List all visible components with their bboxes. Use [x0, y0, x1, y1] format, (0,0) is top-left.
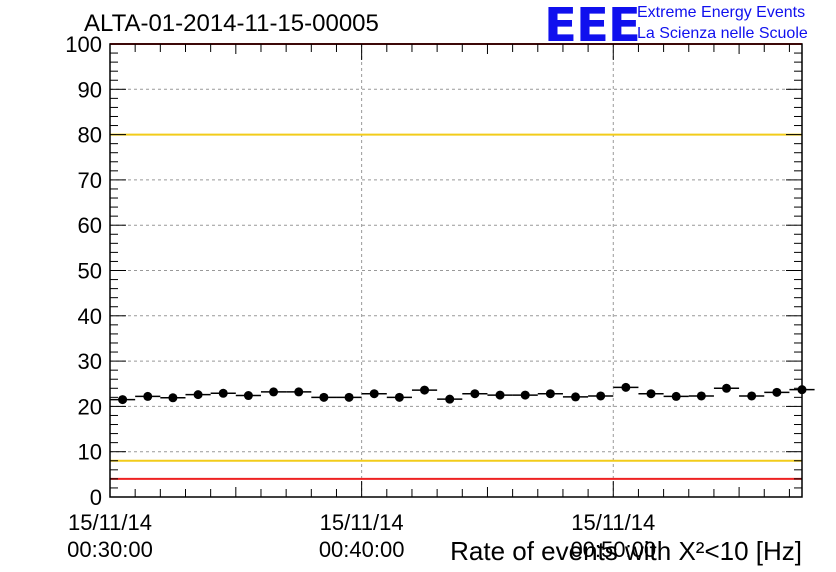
data-point: [143, 391, 153, 401]
y-tick-label: 60: [78, 213, 102, 238]
y-tick-label: 40: [78, 304, 102, 329]
data-point: [420, 385, 430, 395]
y-tick-labels: 0 10 20 30 40 50 60 70 80 90 100: [65, 32, 102, 510]
axis-ticks: [109, 43, 802, 498]
data-point: [394, 392, 404, 402]
data-points: [110, 382, 815, 405]
data-point: [218, 388, 228, 398]
data-point: [772, 387, 782, 397]
y-tick-label: 10: [78, 440, 102, 465]
data-point: [470, 389, 480, 399]
y-tick-label: 30: [78, 349, 102, 374]
data-point: [495, 390, 505, 400]
data-point: [118, 395, 128, 405]
data-point: [571, 392, 581, 402]
x-tick-label-date: 15/11/14: [68, 510, 152, 535]
data-point: [747, 391, 757, 401]
x-axis-label: Rate of events with X²<10 [Hz]: [450, 536, 802, 566]
reference-lines: [110, 43, 802, 480]
y-tick-label: 80: [78, 123, 102, 148]
data-point: [671, 391, 681, 401]
data-point: [696, 391, 706, 401]
data-point: [646, 389, 656, 399]
data-point: [344, 392, 354, 402]
x-tick-label-date: 15/11/14: [320, 510, 404, 535]
x-tick-label-time: 00:50:00: [570, 537, 656, 562]
y-tick-label: 50: [78, 259, 102, 284]
data-point: [722, 383, 732, 393]
x-tick-labels: 15/11/1400:30:0015/11/1400:40:0015/11/14…: [67, 510, 656, 562]
eee-logo: EEE: [544, 0, 641, 52]
data-point: [193, 390, 203, 400]
y-tick-label: 90: [78, 77, 102, 102]
data-point: [520, 390, 530, 400]
grid-lines: [110, 44, 802, 497]
data-point: [168, 393, 178, 403]
x-tick-label-date: 15/11/14: [571, 510, 655, 535]
chart-title: ALTA-01-2014-11-15-00005: [84, 10, 379, 37]
x-tick-label-time: 00:30:00: [67, 537, 153, 562]
data-point: [369, 389, 379, 399]
data-point: [545, 389, 555, 399]
data-point: [596, 391, 606, 401]
y-tick-label: 70: [78, 168, 102, 193]
data-point: [294, 387, 304, 397]
logo-line-2: La Scienza nelle Scuole: [637, 25, 808, 42]
data-point: [621, 382, 631, 392]
data-point: [445, 394, 455, 404]
data-point: [319, 392, 329, 402]
logo-line-1: Extreme Energy Events: [637, 4, 806, 21]
x-tick-label-time: 00:40:00: [319, 537, 405, 562]
y-tick-label: 0: [90, 485, 102, 510]
data-point: [269, 387, 279, 397]
y-tick-label: 20: [78, 394, 102, 419]
data-point: [243, 391, 253, 401]
y-tick-label: 100: [65, 32, 102, 57]
